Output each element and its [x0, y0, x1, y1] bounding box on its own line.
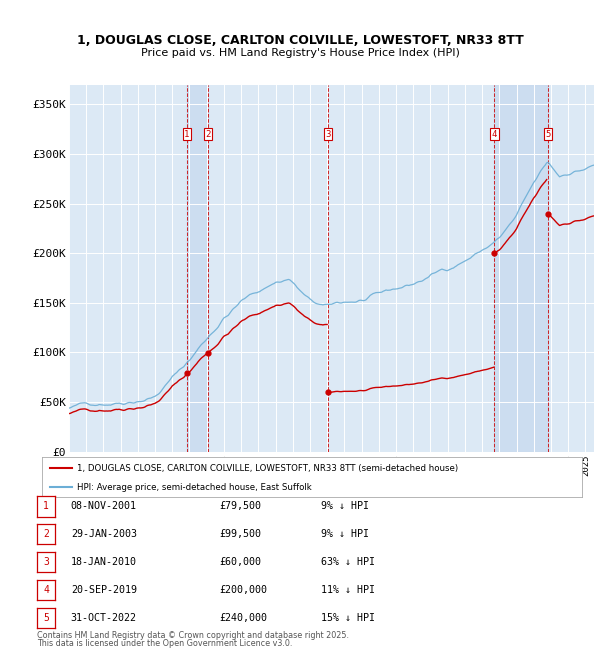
- Text: 1: 1: [184, 129, 190, 138]
- Text: 63% ↓ HPI: 63% ↓ HPI: [321, 557, 375, 567]
- Text: 1, DOUGLAS CLOSE, CARLTON COLVILLE, LOWESTOFT, NR33 8TT (semi-detached house): 1, DOUGLAS CLOSE, CARLTON COLVILLE, LOWE…: [77, 463, 458, 473]
- Text: Price paid vs. HM Land Registry's House Price Index (HPI): Price paid vs. HM Land Registry's House …: [140, 48, 460, 58]
- Text: 31-OCT-2022: 31-OCT-2022: [71, 613, 137, 623]
- Text: Contains HM Land Registry data © Crown copyright and database right 2025.: Contains HM Land Registry data © Crown c…: [37, 631, 349, 640]
- Text: 20-SEP-2019: 20-SEP-2019: [71, 585, 137, 595]
- Text: 5: 5: [43, 613, 49, 623]
- Text: 18-JAN-2010: 18-JAN-2010: [71, 557, 137, 567]
- Text: 2: 2: [43, 529, 49, 539]
- Text: 11% ↓ HPI: 11% ↓ HPI: [321, 585, 375, 595]
- Text: 1, DOUGLAS CLOSE, CARLTON COLVILLE, LOWESTOFT, NR33 8TT: 1, DOUGLAS CLOSE, CARLTON COLVILLE, LOWE…: [77, 34, 523, 47]
- Text: 2: 2: [205, 129, 211, 138]
- Bar: [494, 84, 548, 452]
- Text: £60,000: £60,000: [219, 557, 261, 567]
- Bar: [187, 84, 208, 452]
- Text: 1: 1: [43, 501, 49, 512]
- Text: 08-NOV-2001: 08-NOV-2001: [71, 501, 137, 512]
- Text: 3: 3: [325, 129, 331, 138]
- Text: 5: 5: [545, 129, 551, 138]
- Text: 3: 3: [43, 557, 49, 567]
- Text: £240,000: £240,000: [219, 613, 267, 623]
- Text: £200,000: £200,000: [219, 585, 267, 595]
- Text: 4: 4: [43, 585, 49, 595]
- Text: £79,500: £79,500: [219, 501, 261, 512]
- Text: 15% ↓ HPI: 15% ↓ HPI: [321, 613, 375, 623]
- Text: £99,500: £99,500: [219, 529, 261, 539]
- Text: 4: 4: [492, 129, 497, 138]
- Text: 29-JAN-2003: 29-JAN-2003: [71, 529, 137, 539]
- Text: 9% ↓ HPI: 9% ↓ HPI: [321, 529, 369, 539]
- Text: HPI: Average price, semi-detached house, East Suffolk: HPI: Average price, semi-detached house,…: [77, 483, 312, 491]
- Text: This data is licensed under the Open Government Licence v3.0.: This data is licensed under the Open Gov…: [37, 639, 293, 648]
- Text: 9% ↓ HPI: 9% ↓ HPI: [321, 501, 369, 512]
